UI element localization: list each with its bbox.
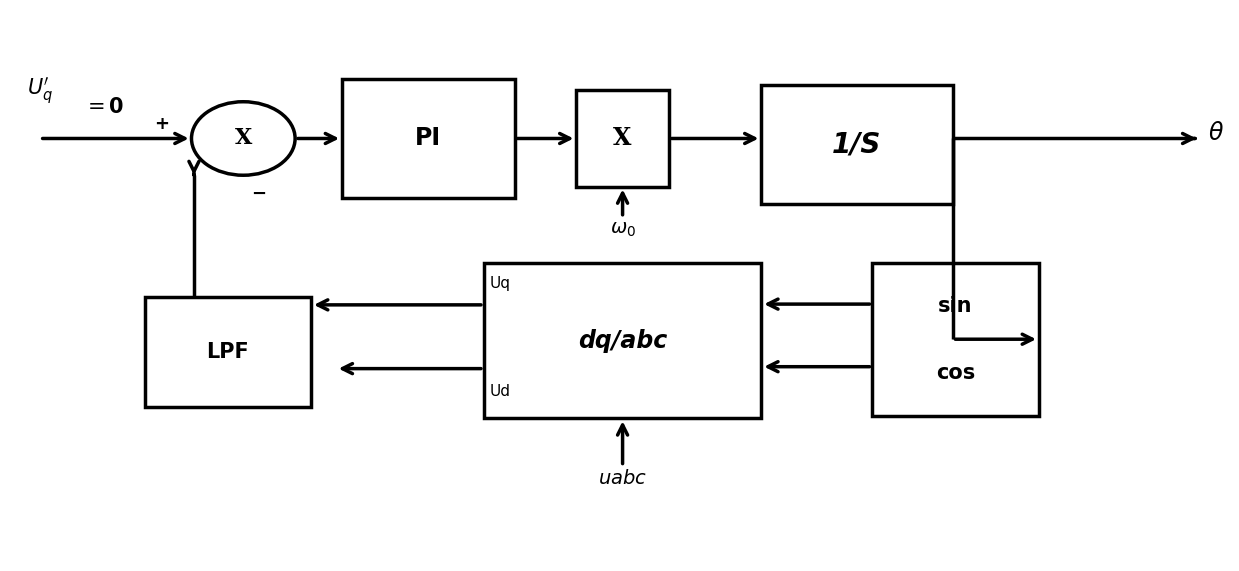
Bar: [761, 85, 953, 203]
Text: dq/abc: dq/abc: [577, 329, 668, 353]
Text: 1/S: 1/S: [833, 130, 882, 158]
Text: $\theta$: $\theta$: [1208, 121, 1224, 145]
Bar: [342, 79, 514, 198]
Text: Uq: Uq: [489, 276, 510, 291]
Text: −: −: [252, 186, 266, 203]
Text: Ud: Ud: [489, 384, 510, 400]
Text: cos: cos: [935, 363, 975, 383]
Text: PI: PI: [415, 127, 441, 151]
Bar: [145, 297, 311, 407]
Text: $U_q^{\prime}$: $U_q^{\prime}$: [27, 76, 53, 107]
Bar: [576, 90, 669, 187]
Text: sin: sin: [938, 296, 973, 316]
Bar: [872, 263, 1038, 416]
Ellipse shape: [192, 102, 295, 175]
Text: +: +: [155, 115, 170, 133]
Text: LPF: LPF: [207, 342, 249, 362]
Text: X: X: [613, 127, 632, 151]
Text: X: X: [234, 127, 252, 150]
Text: $u$abc: $u$abc: [598, 469, 647, 488]
Bar: [483, 263, 761, 419]
Text: $=\mathbf{0}$: $=\mathbf{0}$: [83, 97, 124, 117]
Text: $\omega_0$: $\omega_0$: [610, 220, 636, 239]
